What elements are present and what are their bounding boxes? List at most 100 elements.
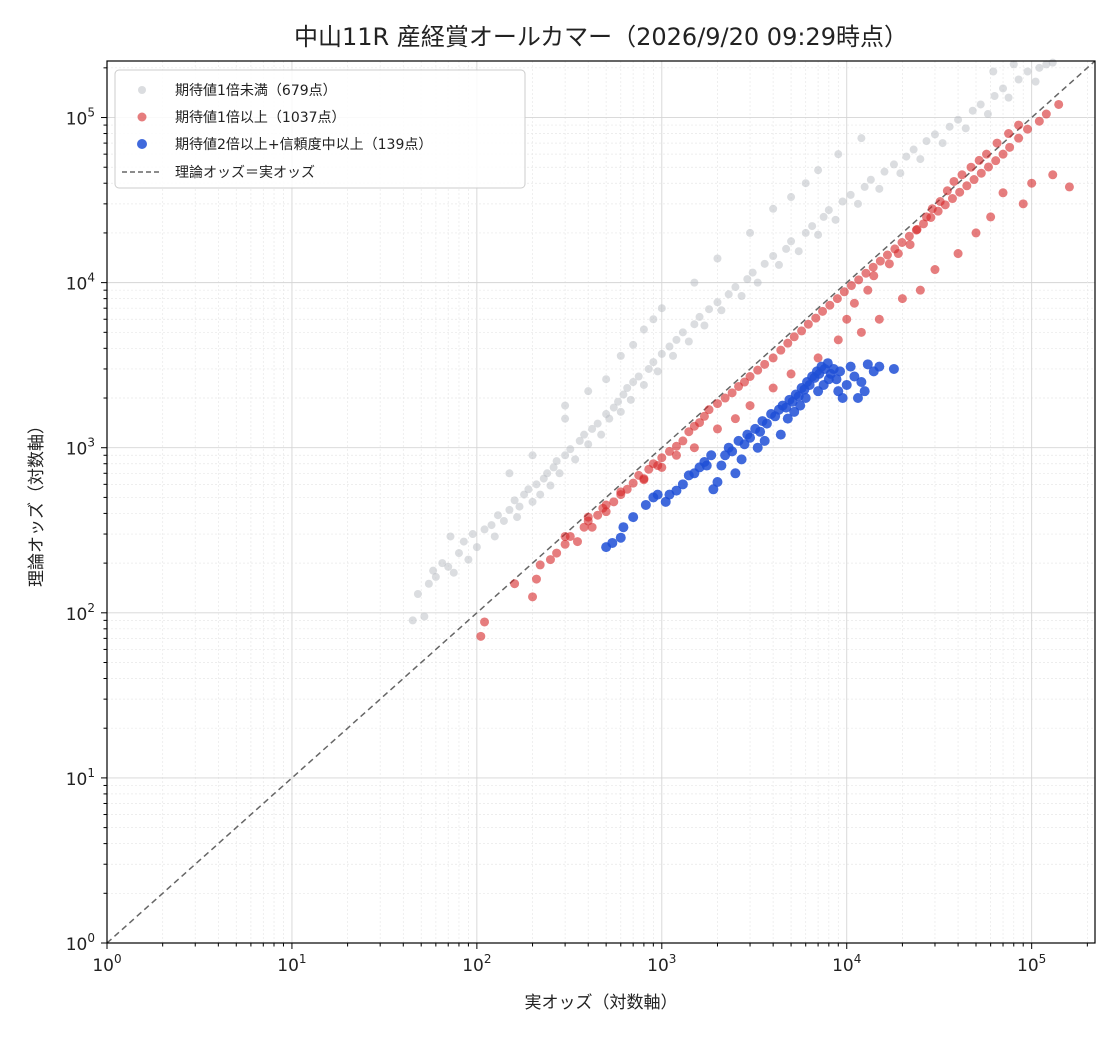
- point-below-1x: [597, 430, 606, 439]
- point-above-1x: [1014, 120, 1024, 130]
- point-above-2x: [800, 393, 811, 404]
- point-above-2x: [752, 442, 763, 453]
- y-axis-label: 理論オッズ（対数軸）: [27, 417, 47, 587]
- point-above-2x: [677, 479, 688, 490]
- point-below-1x: [814, 230, 823, 239]
- point-above-2x: [628, 512, 639, 523]
- point-below-1x: [561, 414, 570, 423]
- point-above-1x: [957, 170, 967, 180]
- point-below-1x: [480, 525, 489, 534]
- point-below-1x: [431, 572, 440, 581]
- point-above-1x: [727, 388, 737, 398]
- point-above-1x: [1064, 182, 1074, 192]
- point-below-1x: [444, 562, 453, 571]
- point-above-1x: [998, 149, 1008, 159]
- point-above-2x: [859, 386, 870, 397]
- point-below-1x: [657, 304, 666, 313]
- point-above-2x: [755, 426, 766, 437]
- point-below-1x: [938, 139, 947, 148]
- point-above-1x: [1041, 109, 1051, 119]
- legend-marker-above-1x: [137, 112, 147, 122]
- point-above-1x: [671, 450, 681, 460]
- point-below-1x: [472, 543, 481, 552]
- point-above-2x: [849, 371, 860, 382]
- point-below-1x: [429, 566, 438, 575]
- point-above-1x: [998, 188, 1008, 198]
- point-below-1x: [408, 616, 417, 625]
- point-above-2x: [837, 393, 848, 404]
- point-below-1x: [505, 469, 514, 478]
- point-above-2x: [618, 522, 629, 533]
- point-below-1x: [896, 169, 905, 178]
- point-above-1x: [833, 335, 843, 345]
- point-below-1x: [561, 401, 570, 410]
- point-above-1x: [849, 298, 859, 308]
- point-below-1x: [459, 537, 468, 546]
- point-above-1x: [657, 462, 667, 472]
- point-above-1x: [480, 617, 490, 627]
- point-above-2x: [730, 468, 741, 479]
- point-above-2x: [671, 485, 682, 496]
- point-above-1x: [922, 212, 932, 222]
- point-above-2x: [736, 454, 747, 465]
- point-below-1x: [857, 134, 866, 143]
- point-above-1x: [768, 383, 778, 393]
- point-above-1x: [695, 418, 705, 428]
- point-above-1x: [535, 560, 545, 570]
- point-below-1x: [528, 451, 537, 460]
- point-above-1x: [572, 537, 582, 547]
- point-below-1x: [990, 92, 999, 101]
- point-above-1x: [856, 327, 866, 337]
- point-below-1x: [468, 530, 477, 539]
- point-above-2x: [739, 439, 750, 450]
- legend-marker-below-1x: [138, 86, 146, 94]
- point-above-1x: [874, 314, 884, 324]
- point-below-1x: [609, 403, 618, 412]
- point-above-1x: [560, 531, 570, 541]
- point-above-1x: [897, 238, 907, 248]
- point-above-1x: [712, 399, 722, 409]
- point-above-1x: [689, 443, 699, 453]
- point-above-1x: [854, 275, 864, 285]
- point-below-1x: [808, 222, 817, 231]
- chart-title: 中山11R 産経賞オールカマー（2026/9/20 09:29時点）: [294, 23, 908, 51]
- point-above-2x: [835, 366, 846, 377]
- point-above-1x: [531, 574, 541, 584]
- point-above-1x: [983, 162, 993, 172]
- point-below-1x: [1009, 60, 1018, 69]
- point-below-1x: [989, 67, 998, 76]
- point-above-1x: [601, 507, 611, 517]
- grid-layer: [106, 61, 1095, 944]
- point-above-1x: [745, 372, 755, 382]
- point-above-1x: [966, 162, 976, 172]
- point-above-1x: [818, 306, 828, 316]
- point-above-2x: [652, 489, 663, 500]
- point-above-1x: [730, 414, 740, 424]
- point-below-1x: [532, 480, 541, 489]
- y-tick-label: 101: [66, 766, 95, 790]
- point-above-1x: [657, 453, 667, 463]
- point-below-1x: [717, 306, 726, 315]
- point-above-1x: [1034, 116, 1044, 126]
- point-above-1x: [1014, 133, 1024, 143]
- point-above-1x: [962, 181, 972, 191]
- point-below-1x: [639, 325, 648, 334]
- point-below-1x: [639, 380, 648, 389]
- point-below-1x: [782, 244, 791, 253]
- point-below-1x: [546, 481, 555, 490]
- point-below-1x: [889, 160, 898, 169]
- y-tick-label: 100: [66, 931, 95, 955]
- point-below-1x: [748, 268, 757, 277]
- point-above-2x: [640, 499, 651, 510]
- x-axis-label: 実オッズ（対数軸）: [525, 993, 678, 1013]
- point-below-1x: [536, 490, 545, 499]
- point-below-1x: [543, 469, 552, 478]
- point-below-1x: [616, 351, 625, 360]
- point-above-1x: [976, 168, 986, 178]
- point-above-1x: [545, 555, 555, 565]
- x-tick-label: 104: [832, 952, 861, 976]
- point-above-2x: [781, 402, 792, 413]
- point-below-1x: [566, 445, 575, 454]
- point-above-2x: [701, 460, 712, 471]
- point-below-1x: [713, 298, 722, 307]
